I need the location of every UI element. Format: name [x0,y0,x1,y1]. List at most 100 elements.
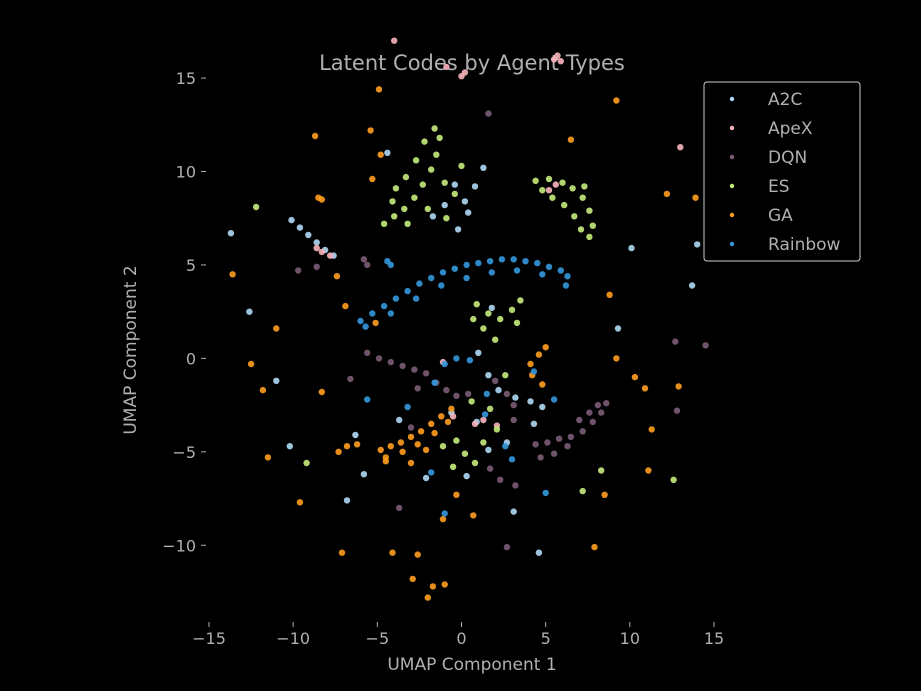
point-apex [550,56,558,63]
point-a2c [539,403,546,411]
point-dqn [414,385,421,392]
legend-label-a2c: A2C [768,90,802,110]
point-es [412,157,420,164]
point-ga [377,446,384,454]
point-es [480,439,487,446]
point-rainbow [463,261,470,269]
point-dqn [503,390,511,398]
point-ga [631,373,639,381]
point-dqn [422,370,430,377]
y-axis-label: UMAP Component 2 [121,265,141,434]
point-dqn [411,366,418,373]
point-es [449,463,457,470]
point-dqn [510,416,517,424]
point-a2c [628,244,635,252]
point-a2c [480,164,487,171]
point-es [389,198,396,205]
point-dqn [567,433,575,441]
point-a2c [343,497,351,504]
point-ga [414,441,421,448]
point-a2c [227,230,235,237]
point-es [581,183,588,190]
point-apex [557,58,564,65]
x-axis-label: UMAP Component 1 [387,655,556,675]
point-es [532,177,539,184]
point-ga [409,575,416,583]
point-ga [645,467,652,474]
point-es [539,187,546,194]
point-rainbow [416,280,423,287]
point-es [404,220,411,227]
point-ga [441,581,448,588]
point-a2c [510,508,517,515]
point-a2c [384,149,391,156]
point-a2c [488,304,495,312]
point-rainbow [387,261,394,269]
point-es [402,173,410,181]
point-a2c [512,394,519,401]
point-rainbow [453,355,460,362]
point-rainbow [404,287,411,295]
point-ga [414,551,421,558]
point-ga [648,426,655,433]
point-ga [444,418,452,426]
point-a2c [485,446,492,454]
point-ga [338,549,346,556]
point-ga [641,385,649,392]
point-es [497,315,504,323]
point-rainbow [404,403,411,411]
legend-marker-ga [729,212,735,218]
y-tick-label: −5 [172,443,196,462]
legend-label-apex: ApeX [768,119,813,139]
point-es [441,179,448,186]
legend: A2C ApeX DQN ES GA Rainbow [703,81,861,262]
point-es [453,437,460,444]
point-es [579,194,586,201]
point-a2c [454,226,462,233]
legend-frame [703,81,861,262]
point-es [468,398,475,405]
point-ga [369,175,376,183]
point-dqn [407,424,415,431]
point-a2c [530,420,538,427]
point-a2c [527,398,534,405]
point-es [461,450,469,457]
point-a2c [429,213,437,220]
point-es [401,205,408,213]
point-ga [428,420,435,427]
point-a2c [273,377,280,384]
point-rainbow [441,510,448,517]
point-ga [438,413,445,420]
x-axis-ticks: −15 −10 −5 0 5 10 15 [192,622,724,648]
point-rainbow [542,489,549,497]
point-rainbow [364,396,371,403]
point-dqn [594,401,602,409]
point-ga [311,132,319,140]
point-a2c [352,431,359,439]
point-es [577,226,585,233]
point-a2c [246,308,253,315]
point-a2c [614,325,622,332]
x-tick-label: 15 [704,629,724,648]
point-dqn [486,465,494,472]
point-a2c [495,386,502,394]
point-apex [471,420,479,427]
point-dqn [598,409,605,416]
point-ga [675,383,682,390]
point-ga [448,405,455,412]
point-apex [552,181,559,188]
point-ga [692,194,699,201]
point-ga [389,549,396,556]
point-ga [343,443,351,450]
point-dqn [443,386,450,394]
point-a2c [475,349,482,356]
point-apex [545,187,553,194]
point-apex [449,413,457,420]
point-ga [259,386,267,394]
point-rainbow [483,390,490,398]
point-ga [431,429,438,437]
point-a2c [422,474,430,482]
point-a2c [461,198,469,205]
point-rainbow [428,469,435,476]
point-es [545,175,553,183]
